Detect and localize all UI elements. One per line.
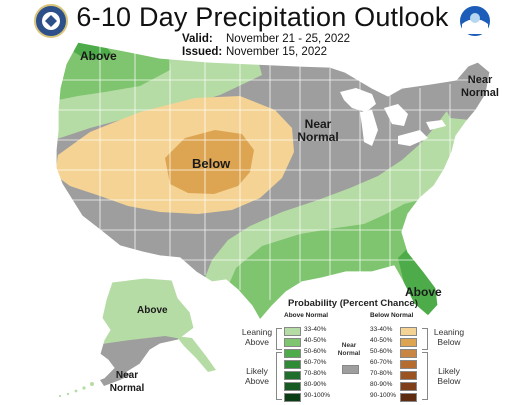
below-range-5: 80-90%: [370, 381, 393, 388]
bracket-likely-above: [276, 352, 282, 400]
above-swatch-3: [284, 360, 301, 369]
bracket-leaning-above: [276, 328, 282, 350]
legend-above-header: Above Normal: [284, 312, 329, 319]
below-range-6: 90-100%: [370, 392, 397, 399]
legend-leaning-above: Leaning Above: [241, 327, 273, 347]
bracket-leaning-below: [422, 328, 428, 350]
near-normal-swatch: [342, 365, 359, 374]
above-range-2: 50-60%: [304, 348, 327, 355]
label-midwest: Near Normal: [297, 117, 339, 144]
legend-below-header: Below Normal: [370, 312, 414, 319]
above-swatch-6: [284, 393, 301, 402]
below-swatch-6: [400, 393, 417, 402]
issued-value: November 15, 2022: [226, 46, 328, 58]
above-range-0: 33-40%: [304, 326, 327, 333]
above-range-4: 70-80%: [304, 370, 327, 377]
below-swatch-0: [400, 327, 417, 336]
below-swatch-2: [400, 349, 417, 358]
above-swatch-2: [284, 349, 301, 358]
valid-label: Valid:: [182, 33, 213, 45]
doc-seal-icon: [34, 4, 68, 38]
label-alaska-south: Near Normal: [109, 370, 145, 394]
label-alaska-north: Above: [137, 305, 168, 316]
above-swatch-0: [284, 327, 301, 336]
above-swatch-5: [284, 382, 301, 391]
below-swatch-4: [400, 371, 417, 380]
bracket-likely-below: [422, 352, 428, 400]
legend-likely-below: Likely Below: [437, 366, 461, 386]
legend-leaning-below: Leaning Below: [433, 327, 465, 347]
below-range-4: 70-80%: [370, 370, 393, 377]
below-range-3: 60-70%: [370, 359, 393, 366]
above-swatch-4: [284, 371, 301, 380]
below-swatch-3: [400, 360, 417, 369]
page-title: 6-10 Day Precipitation Outlook: [76, 2, 449, 32]
valid-value: November 21 - 25, 2022: [226, 33, 351, 45]
legend: Probability (Percent Chance) Above Norma…: [240, 298, 470, 402]
below-range-0: 33-40%: [370, 326, 393, 333]
above-swatch-1: [284, 338, 301, 347]
legend-near-normal: Near Normal: [337, 342, 361, 357]
label-central: Below: [192, 156, 231, 171]
below-range-2: 50-60%: [370, 348, 393, 355]
label-florida: Above: [405, 285, 442, 299]
above-range-3: 60-70%: [304, 359, 327, 366]
issued-label: Issued:: [182, 46, 223, 58]
legend-title: Probability (Percent Chance): [288, 298, 418, 309]
above-range-5: 80-90%: [304, 381, 327, 388]
below-swatch-1: [400, 338, 417, 347]
below-range-1: 40-50%: [370, 337, 393, 344]
label-new-england: Near Normal: [461, 74, 499, 99]
above-range-6: 90-100%: [304, 392, 331, 399]
below-swatch-5: [400, 382, 417, 391]
above-range-1: 40-50%: [304, 337, 327, 344]
noaa-logo-icon: [458, 4, 492, 38]
legend-likely-above: Likely Above: [244, 366, 270, 386]
label-pacific-nw: Above: [80, 49, 117, 63]
outlook-dates: Valid: November 21 - 25, 2022 Issued: Nove…: [182, 33, 350, 59]
